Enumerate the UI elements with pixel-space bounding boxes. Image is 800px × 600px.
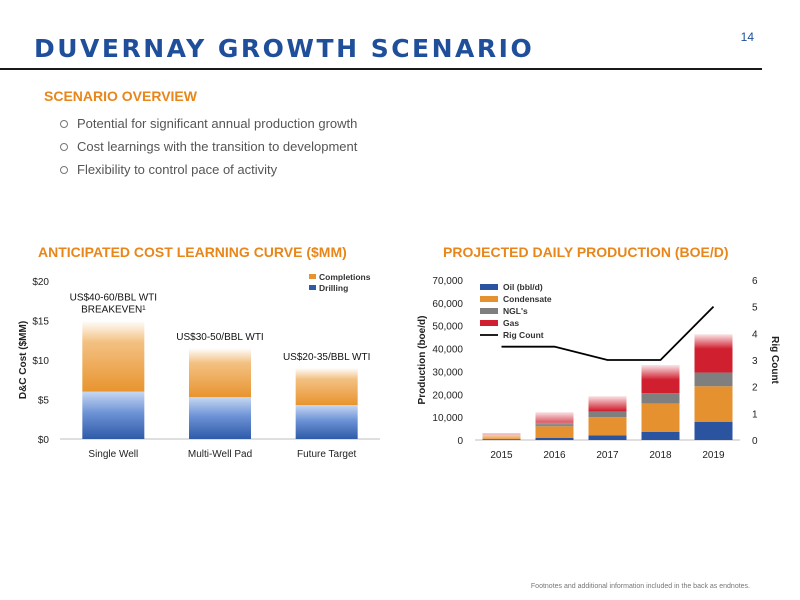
- bar-completions-1: [189, 348, 251, 398]
- bar-segment-1-4: [694, 386, 733, 422]
- legend-swatch-0: [480, 284, 498, 290]
- x-tick-label: 2019: [702, 450, 725, 461]
- bar-highlight-3: [641, 365, 680, 380]
- legend-label-drilling: Drilling: [319, 283, 348, 293]
- legend-swatch-1: [480, 296, 498, 302]
- bar-highlight-2: [588, 396, 627, 411]
- y-axis-label: Production (boe/d): [417, 316, 428, 405]
- circle-bullet-icon: [60, 142, 68, 151]
- overview-bullet-2: Cost learnings with the transition to de…: [60, 135, 357, 158]
- bar-segment-2-3: [641, 393, 680, 404]
- scenario-overview-list: Potential for significant annual product…: [60, 112, 357, 181]
- y-tick-label: $20: [32, 277, 49, 288]
- y2-tick-label: 2: [752, 383, 758, 394]
- x-tick-label: 2017: [596, 450, 619, 461]
- bar-segment-1-1: [535, 426, 574, 438]
- x-tick-label: 2016: [543, 450, 566, 461]
- bar-completions-2: [295, 367, 358, 406]
- circle-bullet-icon: [60, 165, 68, 174]
- overview-bullet-1: Potential for significant annual product…: [60, 112, 357, 135]
- y-tick-label: $15: [32, 317, 49, 328]
- breakeven-annotation-2: US$20-35/BBL WTI: [283, 352, 370, 363]
- bar-drilling-1: [189, 397, 251, 439]
- footnote: Footnotes and additional information inc…: [530, 583, 750, 590]
- bar-segment-1-3: [641, 403, 680, 432]
- x-tick-label: Future Target: [297, 449, 357, 460]
- y-tick-label: 50,000: [432, 322, 463, 333]
- x-tick-label: 2018: [649, 450, 672, 461]
- overview-bullet-text: Potential for significant annual product…: [77, 116, 358, 131]
- legend-swatch-3: [480, 320, 498, 326]
- legend-label-3: Gas: [503, 318, 519, 328]
- page-title: DUVERNAY GROWTH SCENARIO: [34, 34, 535, 63]
- cost-chart-title: ANTICIPATED COST LEARNING CURVE ($MM): [38, 244, 347, 260]
- y-tick-label: $5: [38, 396, 50, 407]
- y2-axis-label: Rig Count: [769, 336, 780, 384]
- production-chart-title: PROJECTED DAILY PRODUCTION (BOE/D): [443, 244, 729, 260]
- y2-tick-label: 1: [752, 409, 758, 420]
- y-tick-label: 40,000: [432, 345, 463, 356]
- page-number: 14: [740, 30, 754, 44]
- bar-highlight-1: [535, 412, 574, 427]
- y-tick-label: $10: [32, 356, 49, 367]
- legend-label-1: Condensate: [503, 294, 552, 304]
- bar-segment-2-2: [588, 411, 627, 418]
- y-tick-label: 10,000: [432, 413, 463, 424]
- legend-label-2: NGL's: [503, 306, 528, 316]
- y2-tick-label: 6: [752, 276, 758, 287]
- bar-segment-1-2: [588, 417, 627, 436]
- y2-tick-label: 5: [752, 303, 758, 314]
- bar-highlight-0: [482, 433, 521, 440]
- legend-label-completions: Completions: [319, 272, 371, 282]
- scenario-overview-heading: SCENARIO OVERVIEW: [44, 88, 197, 104]
- breakeven-annotation-0: US$40-60/BBL WTI: [70, 293, 157, 304]
- y-axis-label: D&C Cost ($MM): [18, 321, 29, 399]
- circle-bullet-icon: [60, 119, 68, 128]
- y-tick-label: $0: [38, 435, 50, 446]
- bar-drilling-2: [295, 405, 358, 439]
- bar-segment-0-2: [588, 435, 627, 440]
- projected-production-chart: 0 10,000 20,000 30,000 40,000 50,000 60,000 70,…: [417, 276, 780, 461]
- cost-learning-curve-chart: $0 $5 $10 $15 $20 D&C Cost ($MM) Single Well Mu…: [18, 272, 380, 460]
- legend-swatch-drilling: [309, 285, 316, 290]
- legend-label-rig-count: Rig Count: [503, 330, 544, 340]
- overview-bullet-text: Cost learnings with the transition to de…: [77, 139, 358, 154]
- y-tick-label: 0: [457, 436, 463, 447]
- bar-segment-0-3: [641, 432, 680, 440]
- x-tick-label: 2015: [490, 450, 513, 461]
- y-tick-label: 30,000: [432, 367, 463, 378]
- y2-tick-label: 0: [752, 436, 758, 447]
- title-divider: [0, 68, 762, 70]
- legend-swatch-2: [480, 308, 498, 314]
- breakeven-annotation-0: BREAKEVEN¹: [81, 305, 146, 316]
- bar-segment-0-4: [694, 421, 733, 440]
- x-tick-label: Single Well: [88, 449, 138, 460]
- y2-tick-label: 3: [752, 356, 758, 367]
- y-tick-label: 70,000: [432, 276, 463, 287]
- overview-bullet-3: Flexibility to control pace of activity: [60, 158, 357, 181]
- bar-segment-0-1: [535, 437, 574, 440]
- y-tick-label: 60,000: [432, 299, 463, 310]
- y-tick-label: 20,000: [432, 390, 463, 401]
- bar-drilling-0: [82, 391, 145, 439]
- bar-highlight-4: [694, 334, 733, 349]
- breakeven-annotation-1: US$30-50/BBL WTI: [176, 332, 263, 343]
- bar-segment-2-4: [694, 372, 733, 387]
- legend-swatch-completions: [309, 274, 316, 279]
- overview-bullet-text: Flexibility to control pace of activity: [77, 162, 278, 177]
- x-tick-label: Multi-Well Pad: [188, 449, 252, 460]
- rig-count-line: [501, 306, 715, 361]
- bar-completions-0: [82, 320, 145, 392]
- legend-label-0: Oil (bbl/d): [503, 282, 543, 292]
- y2-tick-label: 4: [752, 329, 758, 340]
